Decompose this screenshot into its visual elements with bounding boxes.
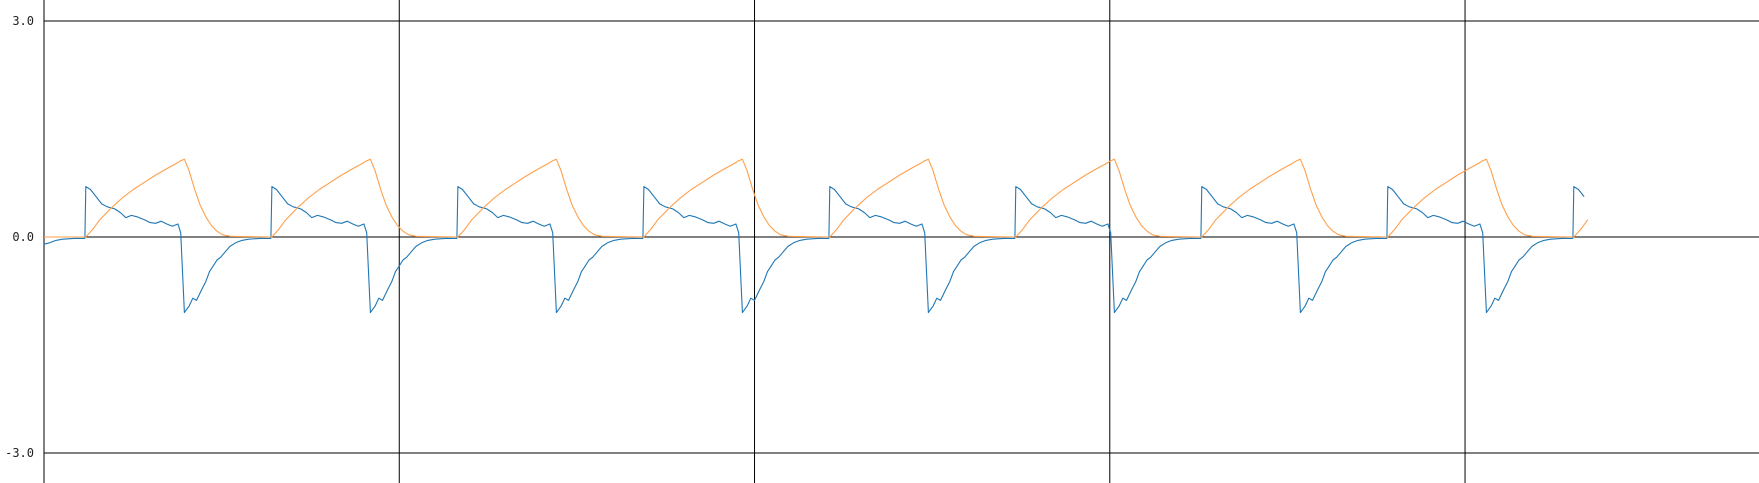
y-tick-labels: 3.0 0.0 -3.0 xyxy=(5,14,34,460)
y-tick-label: 0.0 xyxy=(12,230,34,244)
y-tick-label: -3.0 xyxy=(5,446,34,460)
series-line-1 xyxy=(44,158,1589,238)
grid-layer xyxy=(43,0,1759,483)
series-line-0 xyxy=(43,186,1585,314)
series-layer xyxy=(43,158,1589,314)
y-tick-label: 3.0 xyxy=(12,14,34,28)
